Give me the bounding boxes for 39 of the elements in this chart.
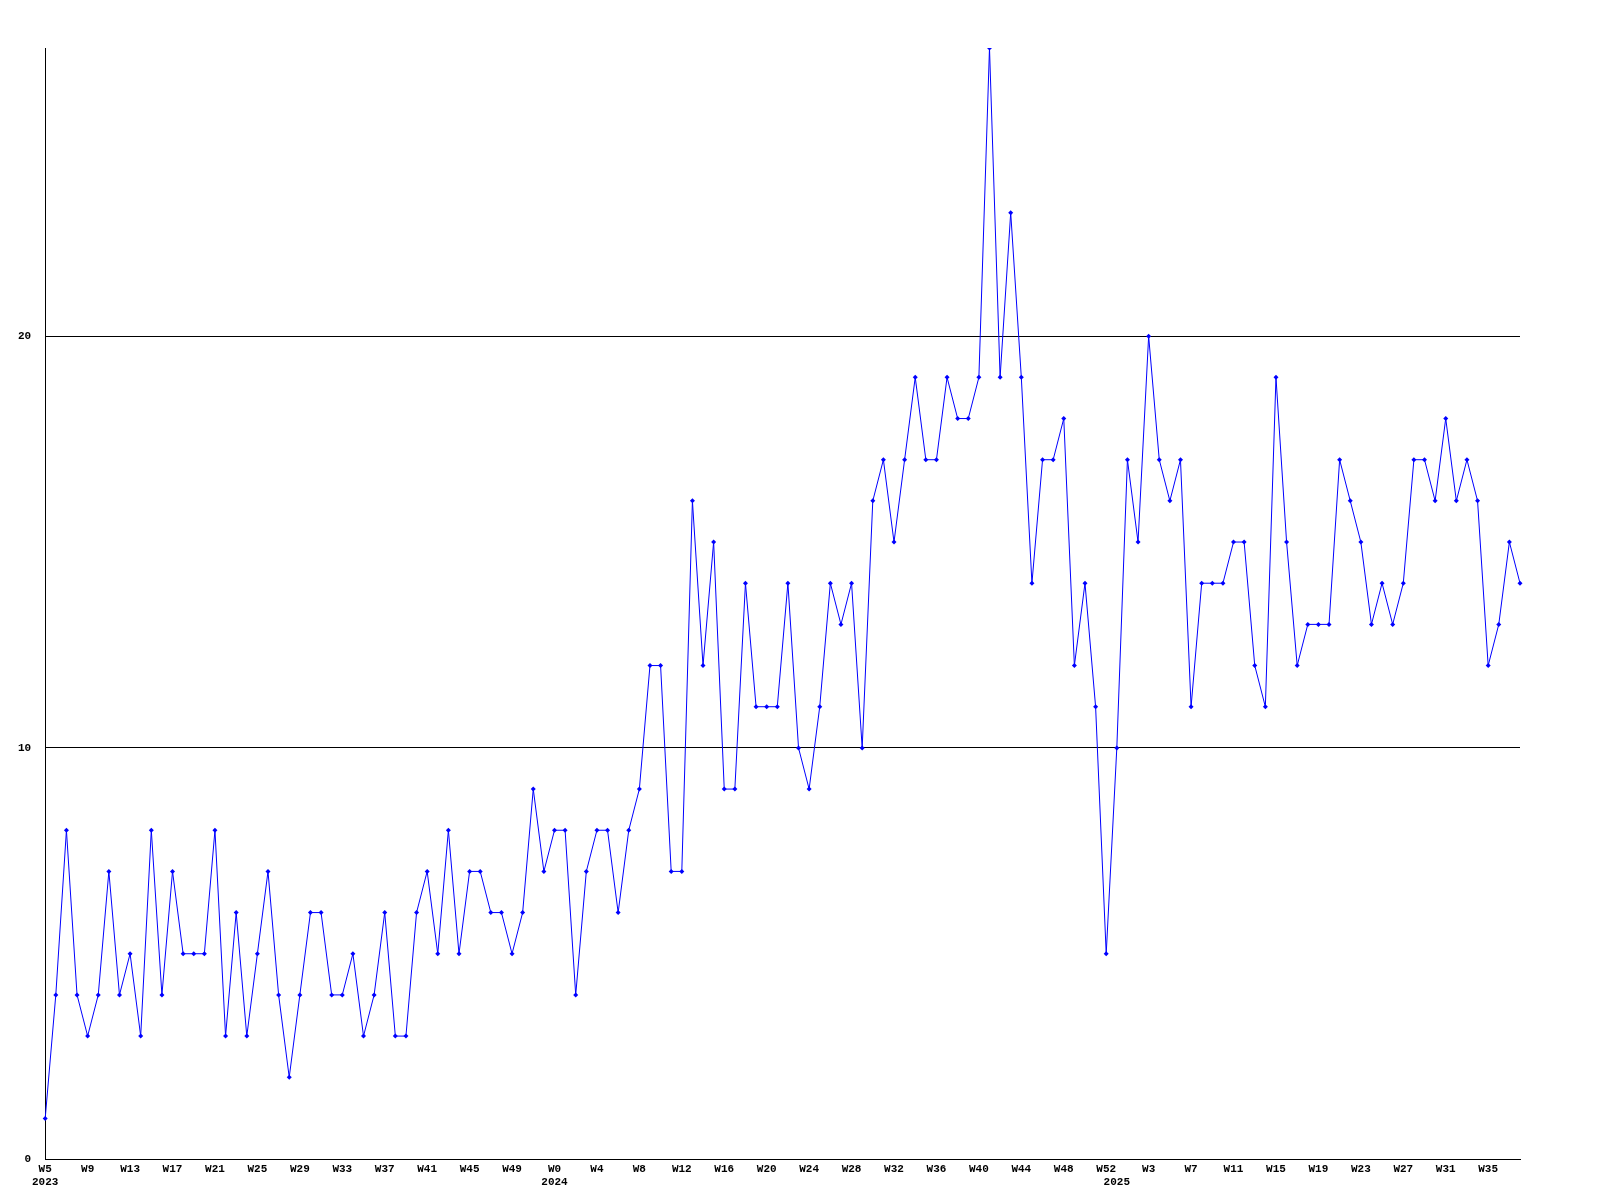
x-tick-label: W7: [1184, 1162, 1198, 1175]
x-tick-label: W12: [671, 1162, 692, 1175]
x-tick-label: W29: [289, 1162, 310, 1175]
y-tick-label: 0: [24, 1153, 32, 1166]
x-tick-label: W21: [205, 1162, 226, 1175]
x-tick-label: W48: [1053, 1162, 1075, 1175]
x-tick-label: W17: [162, 1162, 183, 1175]
y-tick-label: 20: [18, 329, 32, 342]
x-tick-label: W13: [120, 1162, 141, 1175]
x-tick-label: W32: [884, 1162, 904, 1175]
x-tick-label: W20: [756, 1162, 777, 1175]
x-tick-label: W41: [417, 1162, 438, 1175]
x-tick-label: 2025: [1103, 1176, 1131, 1189]
x-tick-label: W37: [374, 1162, 395, 1175]
x-tick-label: W4: [590, 1162, 604, 1175]
x-tick-label: W25: [247, 1162, 268, 1175]
x-tick-label: W24: [799, 1162, 820, 1175]
x-tick-label: W3: [1142, 1162, 1156, 1175]
x-tick-label: W40: [968, 1162, 989, 1175]
x-tick-label: W15: [1266, 1162, 1287, 1175]
x-tick-label: W52: [1096, 1162, 1117, 1175]
x-tick-label: W9: [81, 1162, 95, 1175]
x-tick-label: W5 2023: [32, 1162, 59, 1189]
x-tick-label: W33: [332, 1162, 353, 1175]
x-tick-label: W19: [1308, 1162, 1329, 1175]
x-tick-label: W44: [1011, 1162, 1032, 1175]
x-tick-label: W49: [502, 1162, 522, 1175]
x-tick-label: W28: [841, 1162, 862, 1175]
x-tick-label: W36: [926, 1162, 947, 1175]
x-tick-label: W8: [632, 1162, 647, 1175]
x-tick-label: W0 2024: [541, 1162, 569, 1189]
x-tick-label: W45: [459, 1162, 480, 1175]
x-tick-label: W11: [1223, 1162, 1244, 1175]
x-tick-label: W31: [1435, 1162, 1457, 1175]
x-tick-label: W35: [1478, 1162, 1499, 1175]
y-tick-label: 10: [18, 741, 32, 754]
x-tick-label: W23: [1350, 1162, 1372, 1175]
x-tick-label: W27: [1393, 1162, 1414, 1175]
x-tick-label: W16: [714, 1162, 735, 1175]
